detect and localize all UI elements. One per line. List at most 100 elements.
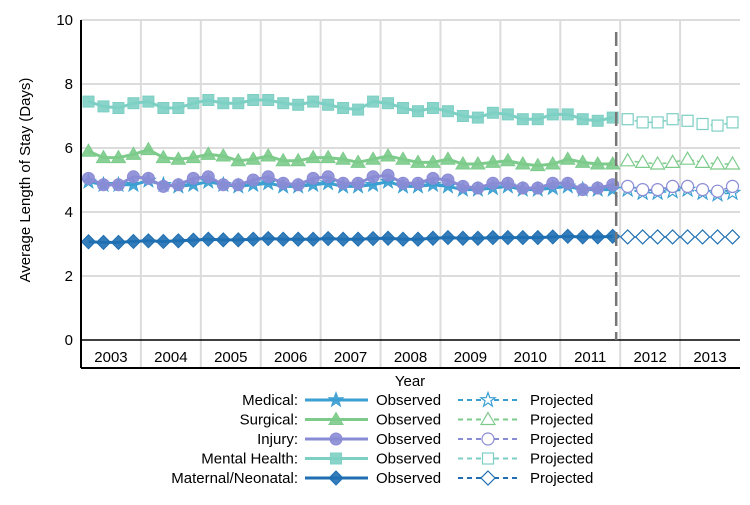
- observed-point: [425, 154, 441, 168]
- projected-point: [634, 154, 651, 168]
- observed-point: [411, 176, 425, 190]
- observed-point: [335, 151, 351, 165]
- observed-point: [395, 231, 411, 247]
- observed-point: [499, 152, 516, 167]
- projected-point: [680, 179, 695, 193]
- observed-point: [486, 106, 499, 119]
- legend-label: Maternal/Neonatal:: [171, 470, 298, 487]
- legend-projected-marker: [479, 390, 497, 408]
- observed-point: [200, 231, 217, 247]
- series-4: [80, 228, 741, 251]
- observed-point: [215, 232, 231, 248]
- observed-point: [351, 176, 365, 190]
- x-tick-label: 2005: [214, 349, 247, 366]
- observed-point: [364, 175, 382, 193]
- legend-observed-marker: [329, 432, 343, 446]
- observed-point: [96, 178, 110, 192]
- observed-point: [335, 231, 351, 247]
- observed-point: [485, 154, 501, 168]
- observed-point: [305, 231, 321, 247]
- observed-point: [514, 156, 531, 170]
- observed-point: [365, 151, 381, 165]
- x-tick-label: 2011: [574, 349, 606, 366]
- observed-point: [590, 229, 606, 245]
- observed-point: [142, 95, 155, 108]
- observed-point: [80, 234, 97, 250]
- observed-point: [500, 229, 516, 246]
- observed-point: [275, 152, 292, 167]
- legend-projected-text: Projected: [530, 392, 593, 409]
- observed-point: [245, 231, 261, 247]
- observed-point: [125, 233, 142, 250]
- projected-point: [724, 229, 741, 245]
- observed-point: [591, 114, 604, 127]
- projected-point: [619, 152, 636, 167]
- observed-point: [307, 95, 320, 108]
- observed-point: [440, 229, 456, 246]
- legend-observed-marker: [327, 390, 345, 408]
- observed-point: [575, 229, 591, 245]
- series-1: [80, 141, 741, 172]
- observed-point: [380, 148, 396, 162]
- observed-point: [172, 102, 185, 114]
- projected-point: [679, 229, 696, 245]
- observed-point: [321, 170, 335, 184]
- observed-point: [320, 149, 336, 164]
- observed-point: [365, 230, 381, 247]
- observed-point: [396, 176, 410, 190]
- x-axis-label: Year: [395, 373, 425, 390]
- projected-point: [710, 184, 725, 198]
- observed-point: [230, 232, 246, 248]
- observed-point: [202, 94, 215, 106]
- observed-point: [426, 102, 439, 114]
- observed-point: [545, 229, 561, 245]
- legend-projected-text: Projected: [530, 451, 593, 468]
- observed-point: [397, 102, 410, 114]
- observed-point: [606, 111, 619, 124]
- observed-point: [217, 97, 230, 110]
- observed-point: [471, 111, 484, 124]
- y-tick-label: 8: [65, 76, 73, 93]
- observed-point: [395, 151, 411, 165]
- observed-point: [127, 97, 140, 110]
- projected-point: [666, 179, 680, 193]
- legend-projected-text: Projected: [530, 470, 593, 487]
- observed-point: [140, 233, 157, 249]
- y-tick-label: 2: [65, 268, 73, 285]
- legend-label: Surgical:: [240, 412, 298, 429]
- x-tick-label: 2008: [394, 349, 427, 366]
- observed-point: [515, 229, 531, 246]
- observed-point: [185, 149, 202, 164]
- projected-point: [679, 151, 696, 165]
- observed-point: [170, 233, 187, 249]
- observed-point: [501, 176, 515, 190]
- observed-point: [591, 181, 605, 195]
- x-tick-label: 2010: [514, 349, 547, 366]
- x-tick-label: 2009: [454, 349, 487, 366]
- projected-point: [694, 229, 711, 245]
- projected-point: [711, 119, 724, 132]
- projected-point: [621, 179, 635, 193]
- observed-point: [291, 178, 305, 192]
- projected-point: [634, 229, 651, 245]
- observed-point: [574, 154, 591, 168]
- x-tick-label: 2006: [274, 349, 307, 366]
- observed-point: [425, 230, 441, 246]
- observed-point: [350, 231, 366, 247]
- observed-point: [277, 97, 290, 110]
- observed-point: [382, 97, 395, 110]
- observed-point: [530, 229, 546, 246]
- observed-point: [337, 102, 350, 114]
- grid: [81, 19, 740, 368]
- observed-point: [111, 178, 125, 192]
- observed-point: [80, 143, 97, 157]
- legend-label: Injury:: [257, 431, 298, 448]
- observed-point: [230, 152, 247, 167]
- projected-point: [636, 116, 649, 129]
- observed-point: [260, 148, 277, 162]
- observed-point: [110, 234, 127, 251]
- legend-projected-text: Projected: [530, 412, 593, 429]
- projected-point: [664, 154, 681, 168]
- observed-point: [441, 105, 454, 118]
